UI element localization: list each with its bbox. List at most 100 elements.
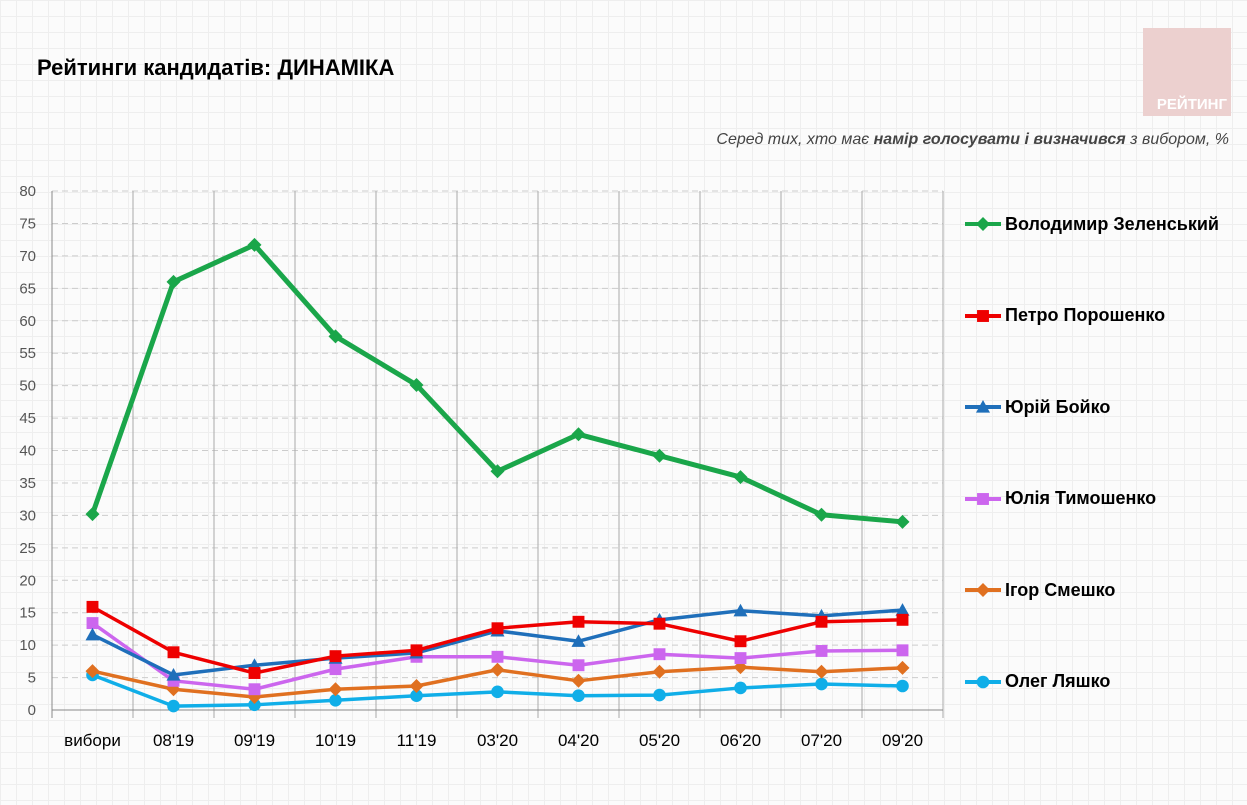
y-tick-label: 80 <box>19 183 36 200</box>
legend-marker-icon <box>965 217 1001 231</box>
data-point <box>248 698 261 712</box>
data-point <box>815 645 828 657</box>
data-point <box>815 615 828 628</box>
x-tick-label: 09'20 <box>882 731 923 750</box>
x-tick-label: 04'20 <box>558 731 599 750</box>
data-point <box>490 662 505 677</box>
data-point <box>167 699 180 713</box>
data-point <box>491 685 504 699</box>
y-tick-label: 30 <box>19 507 36 524</box>
data-point <box>248 683 261 696</box>
data-point <box>895 514 910 529</box>
legend-marker-icon <box>965 400 1001 413</box>
data-point <box>167 646 180 659</box>
chart-title: Рейтинги кандидатів: ДИНАМІКА <box>37 55 395 80</box>
series-Олег Ляшко <box>86 668 909 713</box>
x-tick-label: вибори <box>64 731 121 750</box>
data-point <box>329 663 342 676</box>
data-point <box>571 673 586 688</box>
data-point <box>167 674 180 687</box>
y-tick-label: 75 <box>19 215 36 232</box>
legend-item: Петро Порошенко <box>965 304 1165 328</box>
data-point <box>976 583 990 597</box>
data-point <box>491 650 504 663</box>
series-Володимир Зеленський <box>85 237 910 529</box>
y-tick-label: 0 <box>28 702 36 719</box>
data-point <box>734 681 747 695</box>
x-tick-label: 08'19 <box>153 731 194 750</box>
data-point <box>733 470 748 485</box>
logo: РЕЙТИНГ <box>1143 28 1231 116</box>
legend-label: Юрій Бойко <box>1005 396 1111 417</box>
y-tick-label: 20 <box>19 572 36 589</box>
y-tick-label: 25 <box>19 540 36 557</box>
subtitle-text-end: з вибором, % <box>1125 131 1229 148</box>
data-point <box>491 622 504 635</box>
x-tick-label: 07'20 <box>801 731 842 750</box>
y-tick-label: 10 <box>19 637 36 654</box>
data-point <box>895 603 910 616</box>
data-point <box>410 644 423 657</box>
data-point <box>410 689 423 703</box>
x-tick-label: 11'19 <box>397 731 437 750</box>
data-point <box>976 400 990 413</box>
legend-label: Ігор Смешко <box>1005 579 1116 600</box>
data-point <box>977 309 989 322</box>
legend-item: Олег Ляшко <box>965 670 1110 694</box>
data-point <box>490 464 505 479</box>
data-point <box>247 237 262 252</box>
chart-subtitle: Серед тих, хто має намір голосувати і ви… <box>716 131 1229 149</box>
legend-item: Юрій Бойко <box>965 395 1110 419</box>
x-tick-label: 10'19 <box>315 731 356 750</box>
data-point <box>329 650 342 663</box>
y-tick-label: 40 <box>19 443 36 460</box>
data-point <box>734 635 747 648</box>
x-tick-label: 03'20 <box>477 731 518 750</box>
series-Петро Порошенко <box>86 600 909 679</box>
y-tick-label: 65 <box>19 280 36 297</box>
data-point <box>652 448 667 463</box>
y-tick-label: 15 <box>19 605 36 622</box>
data-point <box>896 679 909 693</box>
data-point <box>85 664 100 679</box>
data-point <box>653 688 666 702</box>
data-point <box>814 664 829 679</box>
legend-item: Юлія Тимошенко <box>965 487 1156 511</box>
y-tick-label: 60 <box>19 313 36 330</box>
data-point <box>409 377 424 392</box>
data-point <box>328 682 343 697</box>
legend-marker-icon <box>965 309 1001 322</box>
y-tick-label: 55 <box>19 345 36 362</box>
legend-item: Володимир Зеленський <box>965 212 1219 236</box>
y-tick-label: 5 <box>28 670 36 687</box>
data-point <box>895 660 910 675</box>
legend-marker-icon <box>965 583 1001 597</box>
data-point <box>896 613 909 626</box>
legend-label: Володимир Зеленський <box>1005 213 1219 234</box>
y-tick-label: 35 <box>19 475 36 492</box>
legend-marker-icon <box>965 675 1001 688</box>
legend-label: Петро Порошенко <box>1005 305 1166 325</box>
data-point <box>571 634 586 647</box>
y-tick-label: 70 <box>19 248 36 265</box>
x-tick-label: 09'19 <box>234 731 275 750</box>
data-point <box>248 667 261 679</box>
data-point <box>85 627 100 641</box>
data-point <box>166 667 181 681</box>
data-point <box>328 329 343 344</box>
data-point <box>572 615 585 628</box>
logo-text: РЕЙТИНГ <box>1156 96 1227 113</box>
legend-item: Ігор Смешко <box>965 578 1115 602</box>
data-point <box>977 492 989 505</box>
data-point <box>734 652 747 665</box>
data-point <box>653 648 666 661</box>
data-point <box>652 664 667 679</box>
data-point <box>85 507 100 522</box>
data-point <box>86 600 99 613</box>
data-point <box>976 217 990 231</box>
data-point <box>86 617 99 630</box>
subtitle-text: Серед тих, хто має <box>716 131 874 148</box>
y-tick-label: 45 <box>19 410 36 427</box>
y-tick-label: 50 <box>19 378 36 395</box>
